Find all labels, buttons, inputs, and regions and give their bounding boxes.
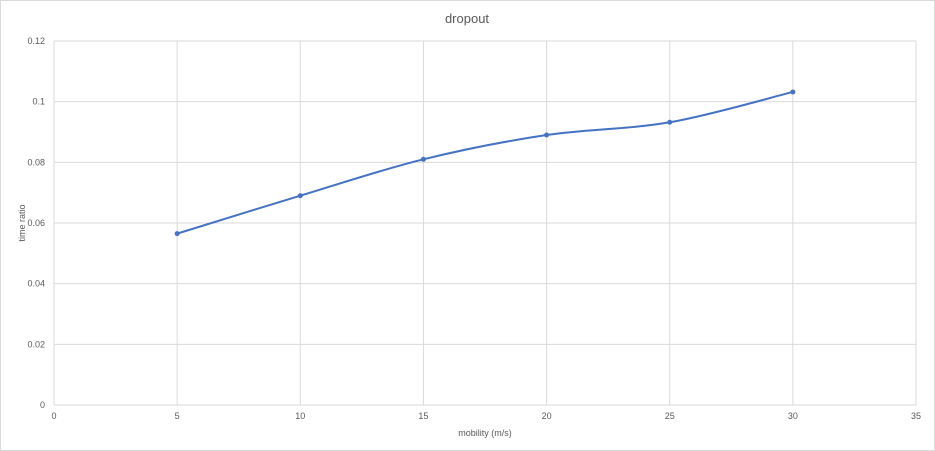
data-point (297, 193, 303, 199)
x-tick-label: 10 (295, 411, 305, 421)
y-tick-label: 0.02 (27, 339, 45, 349)
series-line (176, 90, 794, 235)
y-tick-label: 0 (40, 400, 45, 410)
y-axis-title: time ratio (17, 204, 27, 241)
x-axis-ticks: 0 5 10 15 20 25 30 35 (51, 411, 921, 421)
data-point (420, 156, 426, 162)
y-axis-ticks: 0 0.02 0.04 0.06 0.08 0.1 0.12 (27, 36, 45, 410)
x-tick-label: 5 (175, 411, 180, 421)
chart-title: dropout (445, 11, 489, 26)
x-tick-label: 0 (51, 411, 56, 421)
data-point (790, 89, 796, 95)
x-tick-label: 15 (418, 411, 428, 421)
x-tick-label: 25 (665, 411, 675, 421)
data-point (544, 132, 550, 138)
data-point (174, 231, 180, 237)
gridlines (53, 40, 917, 406)
x-tick-label: 30 (788, 411, 798, 421)
y-tick-label: 0.08 (27, 157, 45, 167)
y-tick-label: 0.06 (27, 218, 45, 228)
y-tick-label: 0.04 (27, 279, 45, 289)
series-layer (174, 89, 796, 237)
x-tick-label: 20 (542, 411, 552, 421)
x-tick-label: 35 (911, 411, 921, 421)
data-point (667, 119, 673, 125)
y-tick-label: 0.12 (27, 36, 45, 46)
y-tick-label: 0.1 (32, 97, 45, 107)
x-axis-title: mobility (m/s) (458, 428, 512, 438)
